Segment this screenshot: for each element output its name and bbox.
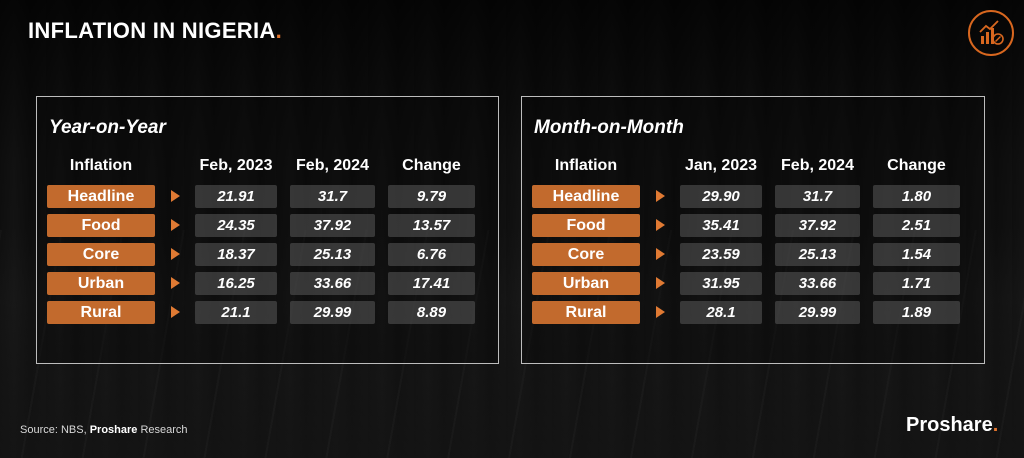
brand-text: Proshare (906, 414, 993, 436)
value-cell: 33.66 (290, 272, 375, 295)
source-suffix: Research (140, 424, 188, 436)
value-cell: 29.99 (775, 301, 860, 324)
row-label: Headline (532, 185, 640, 208)
value-cell: 13.57 (388, 214, 475, 237)
value-cell: 33.66 (775, 272, 860, 295)
column-header: Change (402, 157, 461, 174)
arrow-right-icon (656, 248, 665, 260)
value-cell: 25.13 (775, 243, 860, 266)
value-cell: 6.76 (388, 243, 475, 266)
arrow-right-icon (171, 306, 180, 318)
value-cell: 1.89 (873, 301, 960, 324)
value-cell: 29.90 (680, 185, 762, 208)
column-header: Feb, 2024 (296, 157, 369, 174)
year-on-year-panel: Year-on-Year Inflation Feb, 2023 Feb, 2024… (36, 96, 499, 364)
row-label: Core (47, 243, 155, 266)
value-cell: 31.7 (775, 185, 860, 208)
arrow-right-icon (171, 219, 180, 231)
value-cell: 31.7 (290, 185, 375, 208)
page-title-dot: . (275, 18, 283, 43)
brand-logo: Proshare. (906, 414, 998, 437)
source-prefix: Source: NBS, (20, 424, 87, 436)
column-header: Feb, 2023 (199, 157, 273, 174)
value-cell: 29.99 (290, 301, 375, 324)
value-cell: 24.35 (195, 214, 277, 237)
source-note: Source: NBS, Proshare Research (20, 424, 188, 436)
value-cell: 17.41 (388, 272, 475, 295)
arrow-right-icon (171, 277, 180, 289)
value-cell: 31.95 (680, 272, 762, 295)
value-cell: 37.92 (290, 214, 375, 237)
value-cell: 18.37 (195, 243, 277, 266)
page-title: INFLATION IN NIGERIA. (28, 18, 282, 44)
value-cell: 28.1 (680, 301, 762, 324)
value-cell: 23.59 (680, 243, 762, 266)
brand-dot: . (992, 414, 999, 436)
arrow-right-icon (656, 277, 665, 289)
value-cell: 21.91 (195, 185, 277, 208)
value-cell: 1.71 (873, 272, 960, 295)
value-cell: 2.51 (873, 214, 960, 237)
row-label: Urban (532, 272, 640, 295)
column-header: Change (887, 157, 946, 174)
chart-percent-icon-graphic (979, 20, 1004, 45)
value-cell: 8.89 (388, 301, 475, 324)
row-label: Food (532, 214, 640, 237)
column-header: Feb, 2024 (781, 157, 854, 174)
row-label: Urban (47, 272, 155, 295)
value-cell: 25.13 (290, 243, 375, 266)
month-on-month-panel: Month-on-Month Inflation Jan, 2023 Feb, 20… (521, 96, 985, 364)
column-header: Inflation (554, 157, 618, 174)
arrow-right-icon (171, 248, 180, 260)
arrow-right-icon (656, 190, 665, 202)
chart-percent-icon (968, 10, 1014, 56)
row-label: Rural (532, 301, 640, 324)
value-cell: 21.1 (195, 301, 277, 324)
panel-title: Month-on-Month (534, 117, 684, 138)
source-brand: Proshare (89, 424, 138, 436)
value-cell: 35.41 (680, 214, 762, 237)
value-cell: 37.92 (775, 214, 860, 237)
value-cell: 9.79 (388, 185, 475, 208)
value-cell: 1.80 (873, 185, 960, 208)
value-cell: 1.54 (873, 243, 960, 266)
page-title-text: INFLATION IN NIGERIA (28, 18, 276, 43)
row-label: Food (47, 214, 155, 237)
value-cell: 16.25 (195, 272, 277, 295)
row-label: Headline (47, 185, 155, 208)
panel-title: Year-on-Year (49, 117, 166, 138)
arrow-right-icon (656, 306, 665, 318)
column-header: Inflation (69, 157, 133, 174)
arrow-right-icon (171, 190, 180, 202)
row-label: Core (532, 243, 640, 266)
column-header: Jan, 2023 (684, 157, 758, 174)
row-label: Rural (47, 301, 155, 324)
arrow-right-icon (656, 219, 665, 231)
